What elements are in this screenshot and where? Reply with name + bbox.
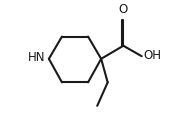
- Text: OH: OH: [143, 49, 161, 62]
- Text: HN: HN: [28, 51, 46, 64]
- Text: O: O: [119, 3, 128, 16]
